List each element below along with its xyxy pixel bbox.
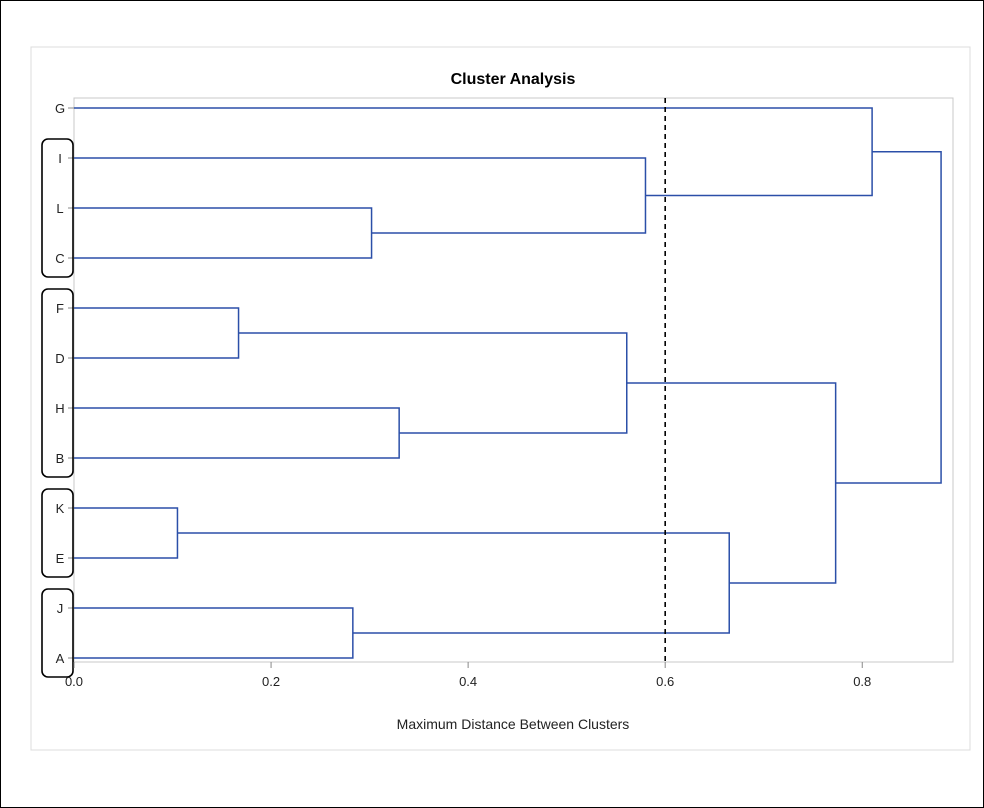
x-axis-title: Maximum Distance Between Clusters [397,716,630,732]
leaf-labels: G I L C F D H B K E J A [55,101,74,666]
chart-outer-panel [30,46,971,751]
branch-g-i-l-c-f-d-h-b-k-e-j-a [835,151,942,484]
leaf-label-c: C [55,251,64,266]
leaf-label-a: A [56,651,65,666]
x-tick-label-0: 0.0 [65,674,83,689]
leaf-label-g: G [55,101,65,116]
group-box-i-l-c [41,138,74,278]
chart-title: Cluster Analysis [451,71,576,88]
leaf-label-d: D [55,351,64,366]
branch-f-d-h-b-k-e-j-a [626,382,837,584]
leaf-label-j: J [57,601,64,616]
leaf-label-b: B [56,451,65,466]
branch-i-l-c [74,157,647,234]
group-box-f-d-h-b [41,288,74,478]
x-tick-label-2: 0.4 [459,674,477,689]
dendrogram-branches [74,107,942,659]
group-box-k-e [41,488,74,578]
plot-area [73,97,954,663]
x-tick-label-1: 0.2 [262,674,280,689]
branch-f-d-h-b [238,332,628,434]
x-tick-label-4: 0.8 [853,674,871,689]
cluster-group-boxes [41,138,74,678]
group-box-j-a [41,588,74,678]
leaf-label-k: K [56,501,65,516]
leaf-label-l: L [56,201,63,216]
x-tick-label-3: 0.6 [656,674,674,689]
leaf-label-h: H [55,401,64,416]
leaf-label-e: E [56,551,65,566]
leaf-label-i: I [58,151,62,166]
leaf-label-f: F [56,301,64,316]
x-axis: 0.0 0.2 0.4 0.6 0.8 [65,662,871,689]
